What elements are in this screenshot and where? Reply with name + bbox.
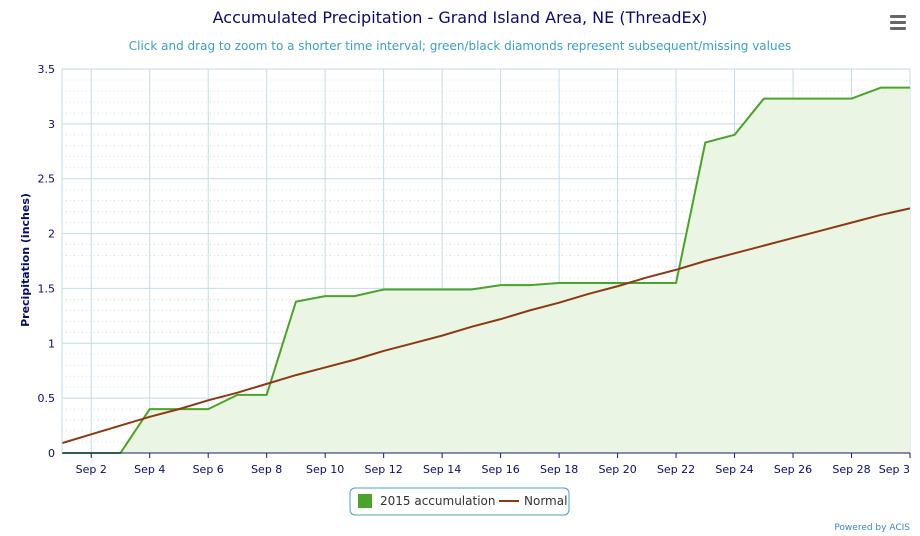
chart-title: Accumulated Precipitation - Grand Island… [213,8,708,27]
chart-subtitle: Click and drag to zoom to a shorter time… [129,39,791,53]
x-tick-label: Sep 2 [76,463,107,476]
legend-item-accumulation[interactable]: 2015 accumulation [358,494,495,508]
x-tick-label: Sep 6 [193,463,224,476]
y-tick-labels: 0 0.5 1 1.5 2 2.5 3 3.5 [38,63,56,460]
hamburger-menu-icon[interactable] [888,13,908,33]
legend-label-normal: Normal [524,494,567,508]
y-tick-label: 2 [48,228,55,241]
legend-item-normal[interactable]: Normal [499,494,567,508]
y-tick-label: 0.5 [38,392,56,405]
x-tick-label: Sep 12 [365,463,403,476]
y-tick-label: 3.5 [38,63,56,76]
legend-swatch-accumulation [358,494,372,508]
x-tick-label: Sep 16 [482,463,520,476]
x-tick-label: Sep 14 [423,463,461,476]
credit-link[interactable]: Powered by ACIS [834,523,910,533]
x-tick-label: Sep 22 [657,463,695,476]
y-axis-label: Precipitation (inches) [19,193,32,327]
y-tick-label: 1 [48,337,55,350]
x-tick-label: Sep 26 [774,463,812,476]
x-tick-label: Sep 24 [715,463,753,476]
x-tick-label: Sep 18 [540,463,578,476]
series [61,86,911,454]
y-tick-label: 3 [48,118,55,131]
x-tick-label: Sep 28 [832,463,870,476]
series-line-normal[interactable] [61,207,911,445]
series-line-accumulation[interactable] [62,86,910,454]
x-tick-label: Sep 4 [134,463,165,476]
legend[interactable]: 2015 accumulation Normal [349,487,570,516]
axes [61,69,911,458]
y-tick-label: 2.5 [38,173,56,186]
x-tick-labels: Sep 2 Sep 4 Sep 6 Sep 8 Sep 10 Sep 12 Sep 14 Se… [76,463,910,476]
legend-label-accumulation: 2015 accumulation [380,494,495,508]
legend-box [349,487,570,516]
y-tick-label: 1.5 [38,282,56,295]
x-tick-label: Sep 3 [879,463,910,476]
y-tick-label: 0 [48,447,55,460]
x-tick-label: Sep 10 [306,463,344,476]
x-tick-label: Sep 8 [251,463,282,476]
x-tick-label: Sep 20 [598,463,636,476]
